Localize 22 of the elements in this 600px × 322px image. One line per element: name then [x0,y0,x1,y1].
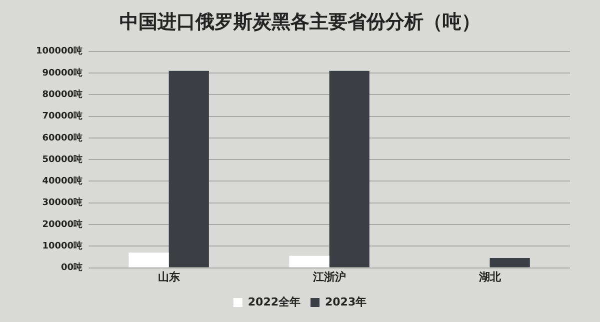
bar [490,258,530,268]
bar [289,256,330,268]
y-tick-label: 70000吨 [42,110,83,122]
bar [168,70,209,268]
y-tick-label: 100000吨 [36,46,83,57]
bar [329,70,370,268]
y-tick-label: 80000吨 [42,89,83,100]
y-tick-label: 10000吨 [42,240,83,252]
y-tick-label: 30000吨 [42,197,83,208]
x-tick-label: 山东 [158,270,180,284]
legend-label: 2023年 [325,295,367,308]
x-tick-label: 湖北 [478,270,502,284]
x-tick-label: 江浙沪 [312,270,346,284]
y-tick-label: 20000吨 [42,218,83,230]
y-tick-label: 00吨 [61,262,83,274]
bar [128,252,169,268]
y-tick-label: 60000吨 [42,132,83,144]
y-tick-label: 40000吨 [42,176,83,187]
y-tick-label: 50000吨 [42,154,83,165]
chart-title: 中国进口俄罗斯炭黑各主要省份分析（吨） [118,10,482,35]
legend-label: 2022全年 [248,295,301,308]
y-tick-label: 90000吨 [42,67,83,78]
